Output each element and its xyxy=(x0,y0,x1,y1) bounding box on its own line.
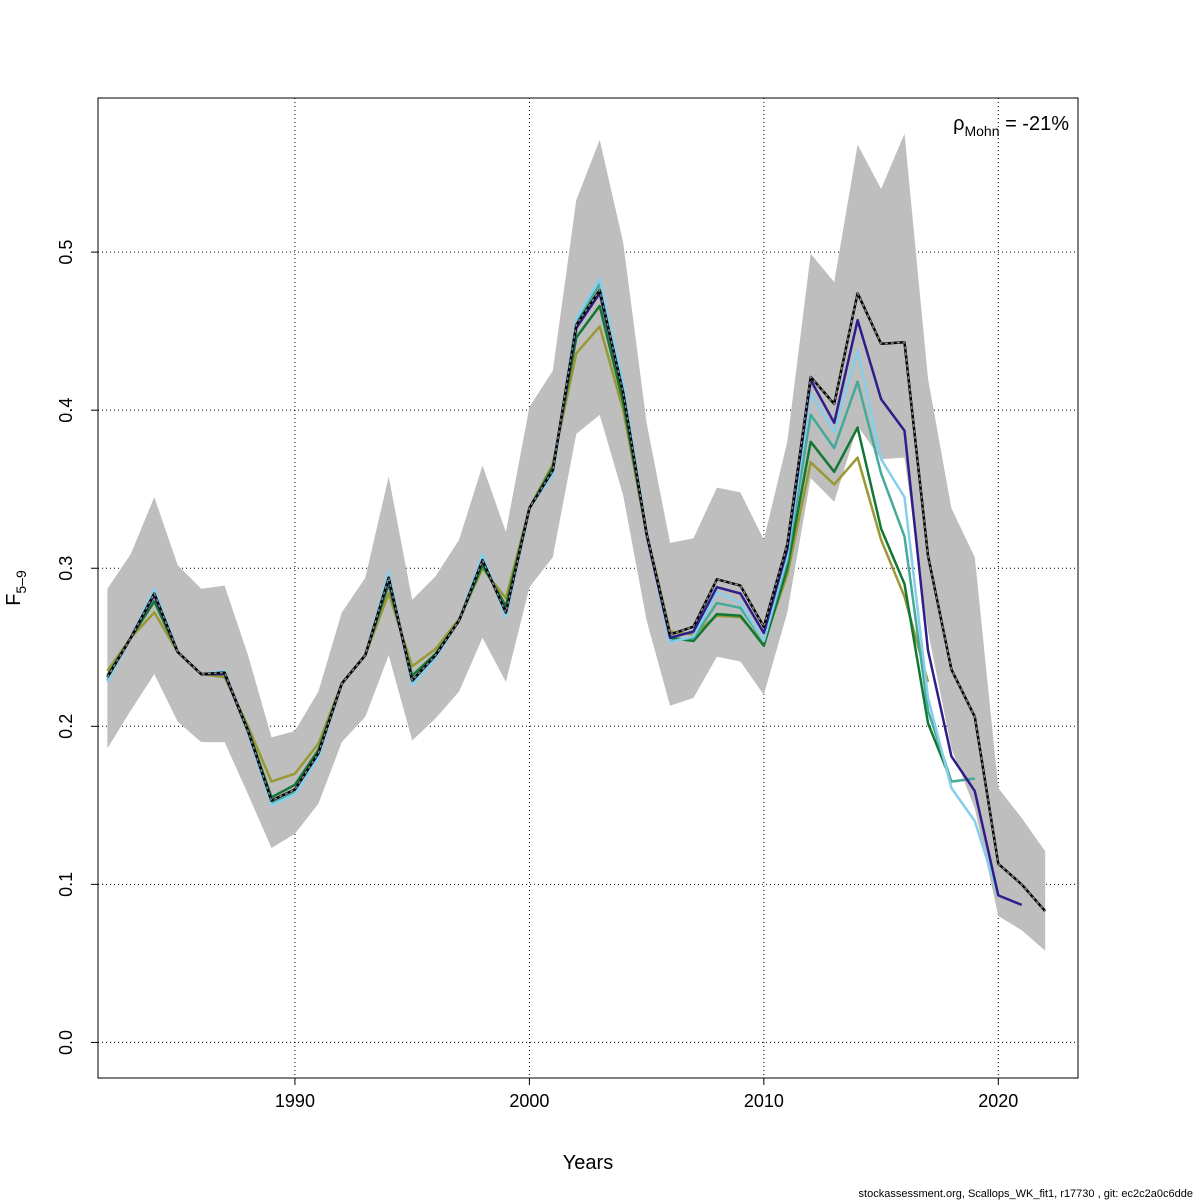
mohn-rho-symbol: ρ xyxy=(953,113,964,135)
series-line-0-dashes xyxy=(106,288,1046,912)
confidence-band-area xyxy=(107,133,1046,951)
y-tick-label-0: 0.0 xyxy=(56,1030,76,1055)
y-tick-label-4: 0.4 xyxy=(56,398,76,423)
confidence-band xyxy=(107,133,1046,951)
x-tick-label-2000: 2000 xyxy=(509,1091,549,1111)
y-axis: 0.0 0.1 0.2 0.3 0.4 0.5 xyxy=(56,240,98,1055)
y-axis-title: F5–9 xyxy=(3,570,29,606)
footer-credit: stockassessment.org, Scallops_WK_fit1, r… xyxy=(859,1188,1193,1200)
plot-frame xyxy=(97,97,1079,1079)
x-axis: 1990 2000 2010 2020 xyxy=(275,1078,1018,1111)
x-tick-label-1990: 1990 xyxy=(275,1091,315,1111)
x-axis-title: Years xyxy=(563,1152,613,1174)
y-axis-title-main: F xyxy=(3,594,25,606)
y-tick-label-5: 0.5 xyxy=(56,240,76,265)
x-tick-label-2010: 2010 xyxy=(744,1091,784,1111)
y-tick-label-2: 0.2 xyxy=(56,714,76,739)
y-axis-title-sub: 5–9 xyxy=(13,570,29,594)
y-tick-label-1: 0.1 xyxy=(56,872,76,897)
x-tick-label-2020: 2020 xyxy=(978,1091,1018,1111)
series-lines xyxy=(106,277,1047,913)
mohn-rho-subscript: Mohn xyxy=(964,123,999,139)
mohn-rho-annotation: ρMohn = -21% xyxy=(953,113,1069,139)
y-tick-label-3: 0.3 xyxy=(56,556,76,581)
mohn-rho-value: = -21% xyxy=(1000,113,1070,135)
